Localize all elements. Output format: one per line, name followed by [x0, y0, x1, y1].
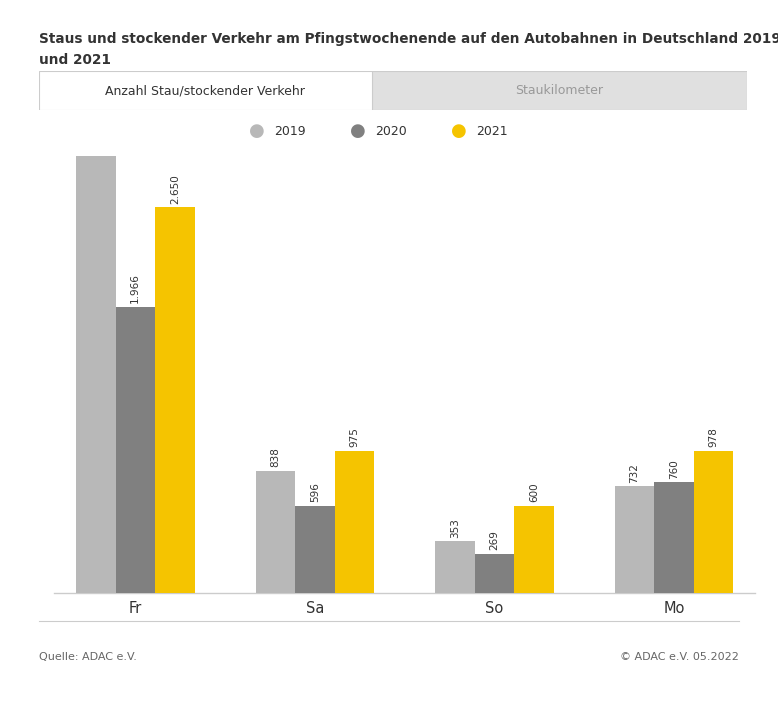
- Bar: [654, 482, 694, 593]
- Bar: [514, 506, 554, 593]
- Bar: [615, 486, 654, 593]
- Bar: [694, 451, 733, 593]
- Text: 596: 596: [310, 483, 320, 503]
- Text: Anzahl Stau/stockender Verkehr: Anzahl Stau/stockender Verkehr: [105, 84, 305, 97]
- Text: 2021: 2021: [476, 125, 508, 138]
- Text: ●: ●: [249, 122, 265, 141]
- Text: 1.966: 1.966: [130, 273, 140, 303]
- Bar: [76, 40, 115, 593]
- Text: ●: ●: [451, 122, 467, 141]
- Text: Quelle: ADAC e.V.: Quelle: ADAC e.V.: [39, 652, 137, 662]
- Text: Staus und stockender Verkehr am Pfingstwochenende auf den Autobahnen in Deutschl: Staus und stockender Verkehr am Pfingstw…: [39, 32, 778, 46]
- Bar: [435, 542, 475, 593]
- Text: © ADAC e.V. 05.2022: © ADAC e.V. 05.2022: [620, 652, 739, 662]
- Text: 838: 838: [270, 447, 280, 467]
- Text: 975: 975: [349, 427, 359, 447]
- Text: 600: 600: [529, 482, 539, 502]
- Text: 353: 353: [450, 518, 460, 538]
- Text: 978: 978: [708, 427, 718, 447]
- Bar: [372, 71, 747, 110]
- Bar: [39, 71, 372, 110]
- Bar: [115, 307, 155, 593]
- Text: 760: 760: [669, 459, 679, 479]
- Text: Staukilometer: Staukilometer: [515, 84, 603, 97]
- Text: 732: 732: [629, 463, 640, 483]
- Bar: [155, 207, 194, 593]
- Text: 269: 269: [489, 530, 499, 550]
- Bar: [295, 506, 335, 593]
- Text: 2019: 2019: [274, 125, 306, 138]
- Text: ●: ●: [350, 122, 366, 141]
- Text: 2.650: 2.650: [170, 174, 180, 204]
- Text: und 2021: und 2021: [39, 53, 111, 67]
- Bar: [335, 451, 374, 593]
- Bar: [475, 554, 514, 593]
- Text: 2020: 2020: [375, 125, 407, 138]
- Bar: [255, 471, 295, 593]
